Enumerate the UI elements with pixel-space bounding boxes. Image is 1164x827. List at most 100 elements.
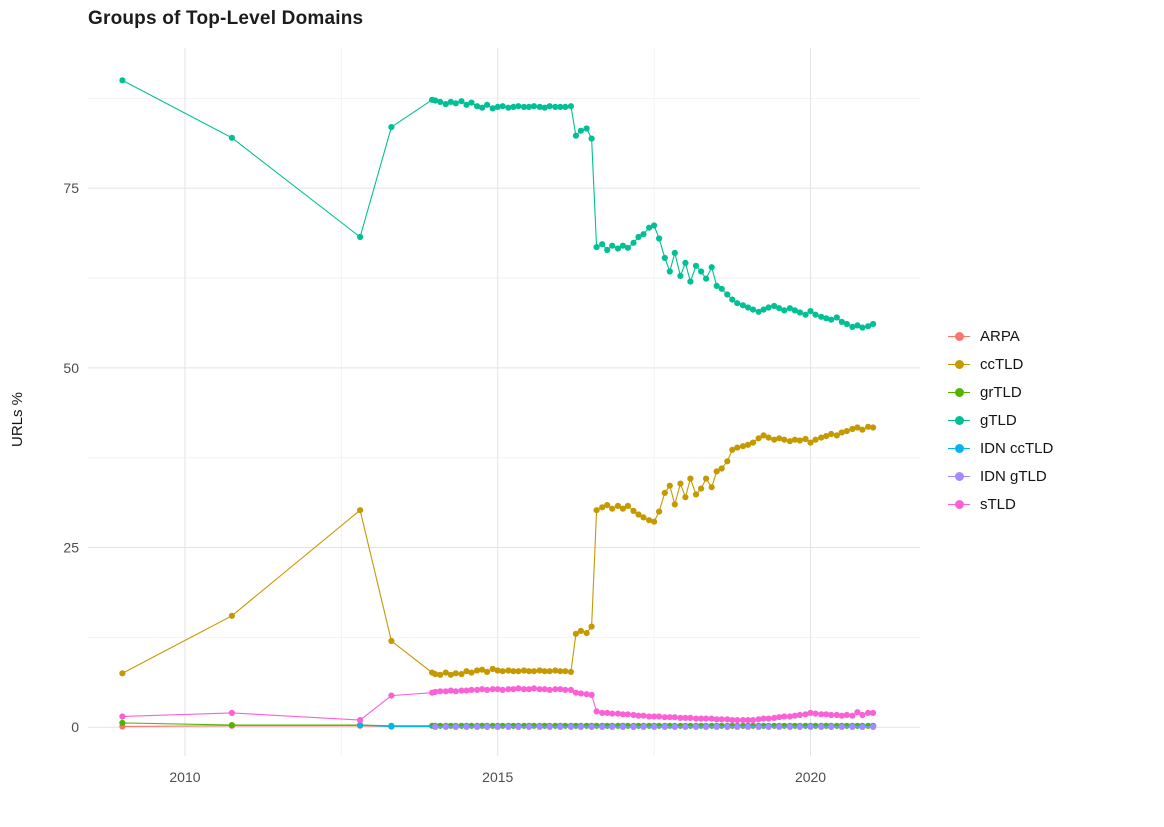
data-point	[692, 723, 700, 731]
data-point	[484, 686, 491, 694]
y-tick-label: 75	[63, 180, 79, 196]
data-point	[677, 480, 684, 487]
data-point	[458, 98, 465, 105]
data-point	[624, 244, 632, 251]
data-point	[357, 722, 364, 729]
data-point	[494, 667, 501, 674]
data-point	[520, 667, 528, 674]
data-point	[661, 723, 668, 731]
data-point	[703, 475, 710, 482]
data-point	[604, 502, 611, 509]
data-point	[484, 101, 491, 108]
data-point	[802, 711, 809, 718]
data-point	[865, 423, 872, 430]
data-point	[499, 668, 506, 675]
data-point	[666, 482, 673, 489]
data-point	[474, 103, 481, 110]
data-point	[577, 127, 585, 134]
data-point	[807, 308, 814, 315]
data-point	[708, 264, 715, 271]
data-point	[828, 316, 835, 323]
data-point	[843, 320, 850, 328]
data-point	[609, 242, 616, 249]
data-point	[677, 272, 684, 279]
legend-key-icon	[948, 441, 970, 455]
data-point	[489, 686, 496, 693]
data-point	[583, 630, 590, 637]
legend-item-idn-gtld: IDN gTLD	[948, 468, 1144, 485]
legend-item-idn-cctld: IDN ccTLD	[948, 440, 1144, 457]
legend-key-icon	[948, 385, 970, 399]
data-point	[468, 686, 475, 694]
data-point	[557, 668, 564, 675]
data-point	[744, 304, 752, 311]
legend-key-icon	[948, 413, 970, 427]
data-point	[599, 241, 606, 248]
legend-item-cctld: ccTLD	[948, 356, 1144, 373]
data-point	[119, 77, 126, 84]
data-point	[546, 668, 553, 675]
legend-key-icon	[948, 497, 970, 511]
data-point	[567, 723, 575, 731]
data-point	[489, 665, 496, 673]
data-point	[463, 687, 470, 694]
data-point	[786, 305, 794, 312]
data-point	[437, 688, 444, 695]
data-point	[692, 262, 700, 269]
data-point	[781, 307, 788, 314]
data-point	[796, 723, 804, 731]
data-point	[357, 717, 364, 724]
data-point	[474, 686, 481, 694]
data-point	[755, 723, 762, 731]
data-point	[828, 430, 835, 438]
data-point	[588, 723, 595, 731]
data-point	[833, 711, 840, 719]
data-point	[812, 436, 819, 443]
data-point	[823, 315, 830, 322]
series-cctld	[119, 423, 877, 678]
data-point	[671, 714, 678, 721]
data-point	[432, 688, 439, 696]
data-point	[812, 710, 819, 717]
data-point	[577, 627, 585, 635]
data-point	[388, 637, 395, 645]
data-point	[552, 667, 559, 674]
data-point	[525, 668, 533, 675]
data-point	[651, 713, 658, 720]
data-point	[562, 686, 569, 694]
data-point	[765, 434, 772, 441]
data-point	[474, 723, 481, 731]
data-point	[755, 716, 762, 723]
data-point	[489, 105, 496, 112]
chart-title: Groups of Top-Level Domains	[88, 8, 364, 29]
data-point	[468, 669, 475, 676]
data-point	[557, 686, 564, 693]
data-point	[671, 723, 678, 731]
legend-label: grTLD	[980, 383, 1022, 401]
data-point	[583, 125, 590, 132]
data-point	[870, 424, 877, 431]
data-point	[765, 304, 772, 311]
data-point	[388, 124, 395, 131]
data-point	[818, 711, 825, 718]
data-point	[557, 103, 564, 110]
data-point	[692, 715, 700, 722]
legend-item-grtld: grTLD	[948, 384, 1144, 401]
data-point	[760, 432, 767, 439]
data-point	[479, 686, 486, 693]
data-point	[771, 714, 778, 722]
data-point	[619, 242, 627, 249]
data-point	[646, 713, 653, 720]
data-point	[562, 668, 569, 675]
data-point	[734, 444, 741, 451]
data-point	[572, 689, 580, 696]
data-point	[870, 320, 877, 328]
data-point	[703, 715, 710, 722]
data-point	[823, 433, 830, 440]
data-point	[599, 723, 606, 731]
data-point	[838, 429, 845, 436]
data-point	[463, 723, 470, 731]
data-point	[729, 446, 736, 453]
data-point	[666, 714, 673, 721]
data-point	[484, 668, 491, 676]
